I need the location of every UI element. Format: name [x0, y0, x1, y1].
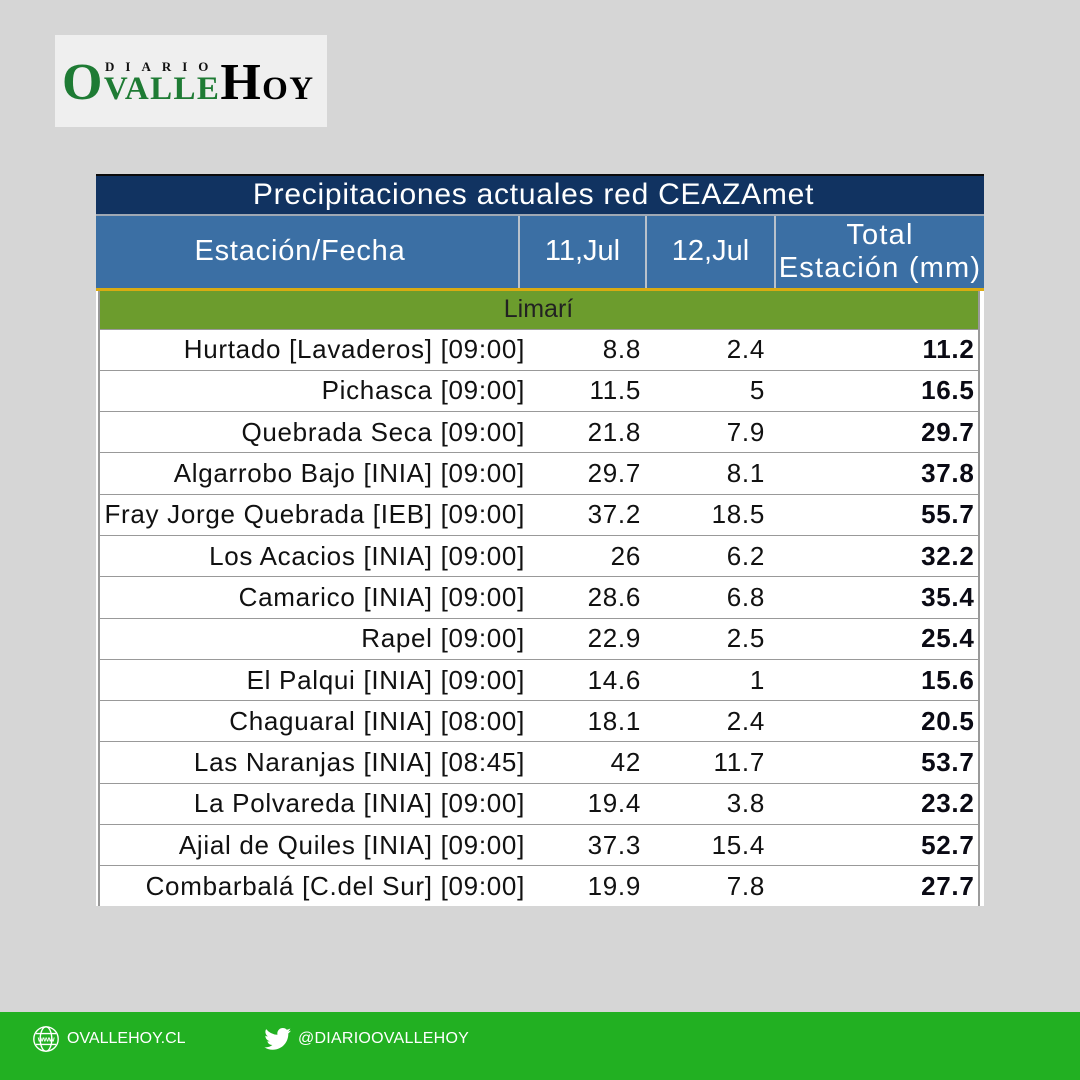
svg-text:www: www [37, 1035, 55, 1044]
